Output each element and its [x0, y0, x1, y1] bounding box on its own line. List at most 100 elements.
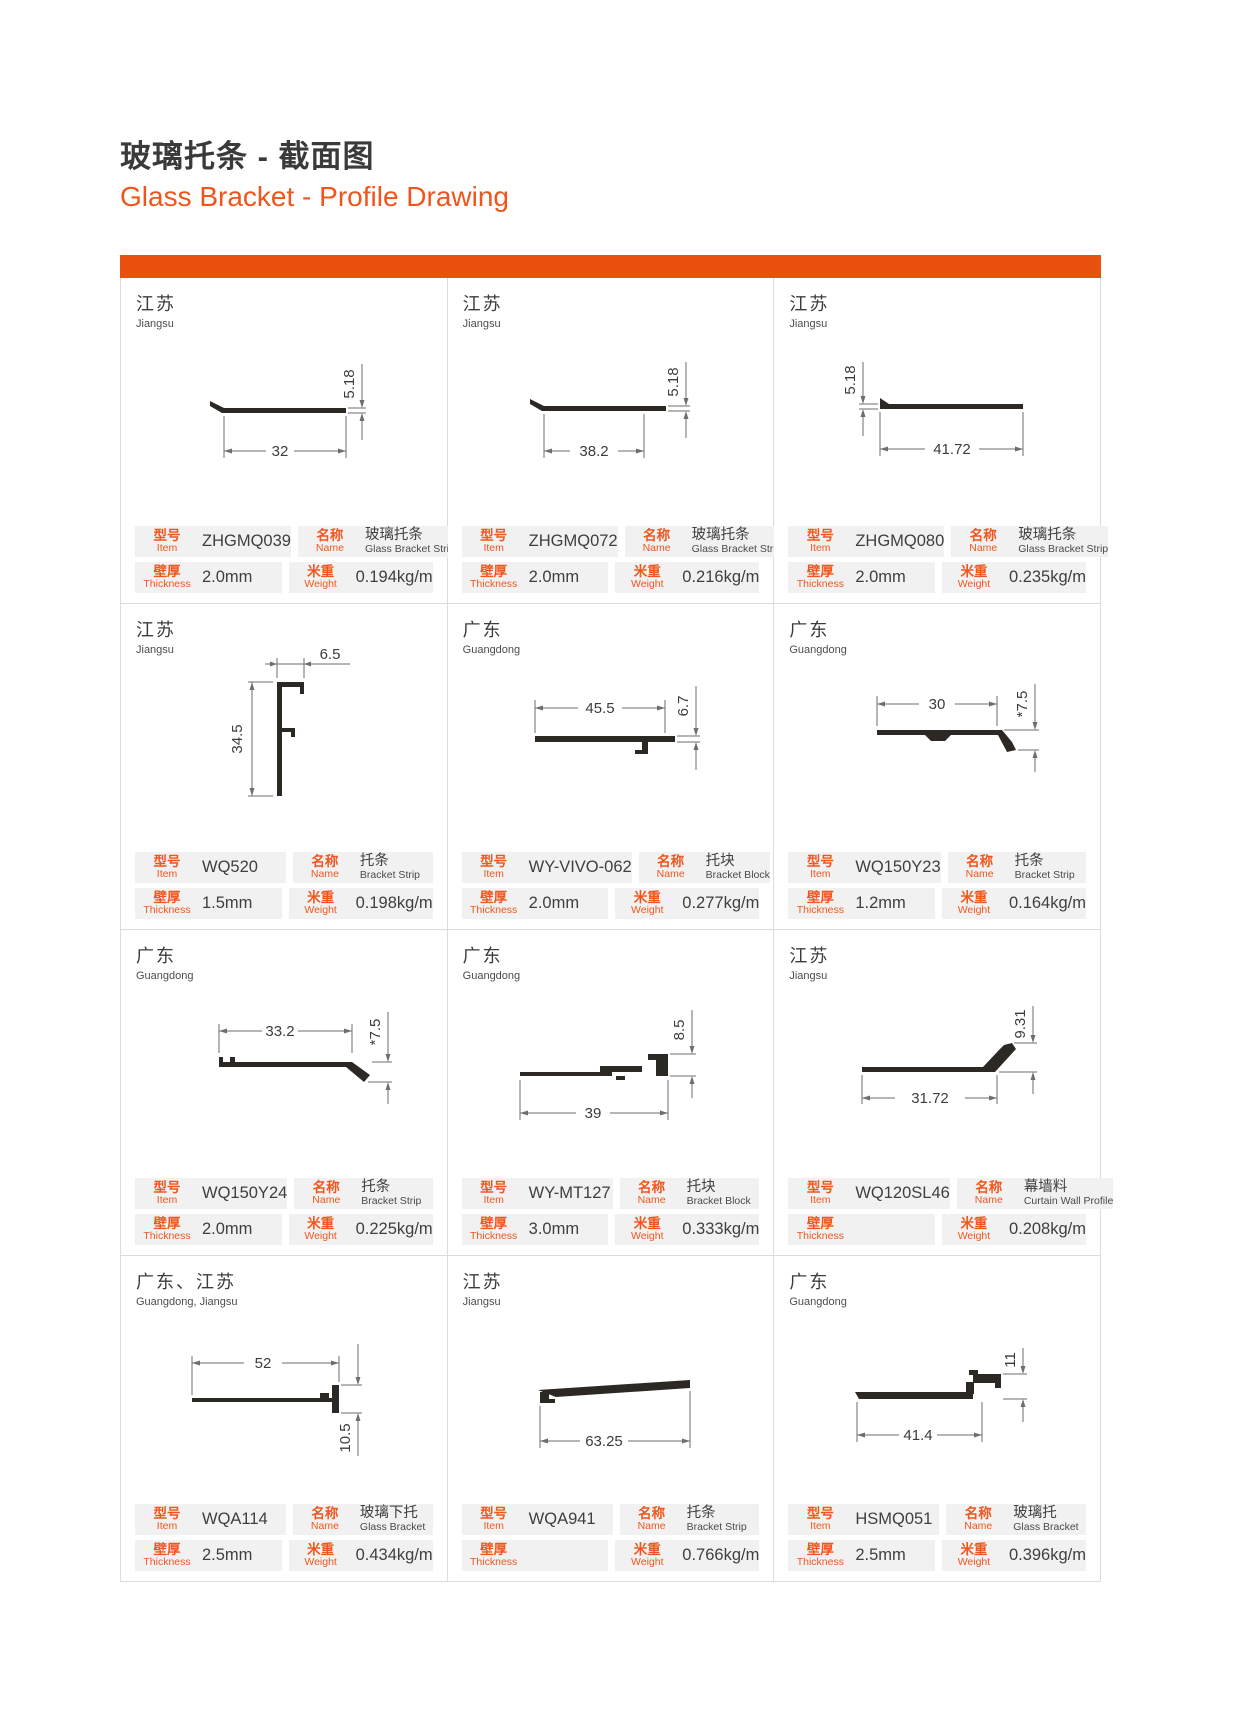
profile-drawing: 9.31 31.72: [861, 1006, 1038, 1107]
region-name-zh: 江苏: [462, 294, 503, 314]
profile-shape: [191, 1385, 339, 1413]
profile-shape: [880, 398, 1024, 409]
profile-drawing: 52 10.5: [191, 1344, 362, 1456]
region-name-zh: 广东: [462, 946, 503, 966]
weight-label-en: Weight: [304, 1230, 337, 1243]
region-label: 广东 Guangdong: [136, 942, 194, 982]
profile-drawing: 41.4 11: [855, 1348, 1028, 1444]
name-label-en: Name: [656, 868, 685, 881]
region-label: 江苏 Jiangsu: [136, 616, 176, 656]
dimension-label: 41.4: [904, 1427, 933, 1444]
name-label-en: Name: [315, 542, 344, 555]
weight-value: 0.198kg/m: [355, 894, 433, 912]
profile-cell-zhgmq039: 江苏 Jiangsu 32 5.18 型号 Item ZHGMQ039 名称 Name…: [121, 278, 455, 604]
region-name-zh: 江苏: [462, 1272, 503, 1292]
region-name-en: Jiangsu: [789, 970, 828, 982]
weight-label-zh: 米重: [633, 1541, 661, 1557]
name-value-zh: 玻璃托: [1013, 1504, 1057, 1521]
name-value-zh: 玻璃托条: [1018, 526, 1077, 543]
weight-label-zh: 米重: [633, 889, 661, 905]
item-value: ZHGMQ080: [855, 532, 945, 550]
item-label-en: Item: [483, 1194, 504, 1207]
region-name-en: Guangdong: [789, 1296, 847, 1308]
thickness-label-zh: 壁厚: [480, 563, 508, 579]
dimension-label: 9.31: [1012, 1009, 1029, 1038]
name-label-zh: 名称: [657, 853, 685, 869]
weight-value: 0.766kg/m: [682, 1546, 760, 1564]
weight-label-zh: 米重: [960, 1215, 988, 1231]
dimension-label: 11: [1002, 1352, 1019, 1368]
item-value: ZHGMQ072: [528, 532, 618, 550]
weight-label-en: Weight: [957, 578, 991, 591]
profile-cell-wq150y24: 广东 Guangdong 33.2 *7.5 型号 Item WQ150Y24 名称…: [121, 930, 448, 1256]
thickness-label-en: Thickness: [143, 1230, 191, 1243]
profile-drawing: 63.25: [538, 1380, 691, 1450]
spec-table: 型号 Item WY-VIVO-062 名称 Name 托块 Bracket Block …: [461, 852, 770, 919]
dimension-label: 5.18: [842, 365, 859, 394]
region-label: 江苏 Jiangsu: [463, 1268, 503, 1308]
weight-label-zh: 米重: [960, 1541, 988, 1557]
weight-value: 0.333kg/m: [682, 1220, 760, 1238]
spec-table: 型号 Item ZHGMQ080 名称 Name 玻璃托条 Glass Bracket S…: [788, 526, 1109, 593]
name-value-zh: 托条: [359, 852, 389, 869]
accent-bar: [120, 255, 1101, 278]
weight-label-zh: 米重: [307, 889, 335, 905]
item-label-zh: 型号: [480, 1505, 508, 1521]
weight-value: 0.225kg/m: [355, 1220, 433, 1238]
name-label-en: Name: [310, 868, 339, 881]
weight-label-en: Weight: [631, 904, 664, 917]
thickness-label-en: Thickness: [143, 578, 191, 591]
name-value-zh: 托条: [361, 1178, 391, 1195]
thickness-label-zh: 壁厚: [153, 563, 181, 579]
name-value-en: Glass Bracket Strip: [691, 542, 782, 555]
name-value-en: Glass Bracket Strip: [364, 542, 455, 555]
name-label-zh: 名称: [312, 1179, 340, 1195]
dimension-label: 32: [271, 443, 288, 460]
weight-label-en: Weight: [631, 1556, 664, 1569]
item-value: WQ520: [202, 858, 258, 876]
thickness-label-en: Thickness: [143, 1556, 191, 1569]
profile-cell-wq120sl46: 江苏 Jiangsu 9.31 31.72 型号 Item WQ120SL46 名称…: [774, 930, 1114, 1256]
weight-value: 0.164kg/m: [1008, 894, 1086, 912]
item-label-en: Item: [810, 868, 831, 881]
name-value-en: Bracket Block: [686, 1194, 751, 1207]
name-value-en: Glass Bracket: [1013, 1520, 1079, 1533]
name-label-zh: 名称: [638, 1179, 666, 1195]
weight-label-en: Weight: [304, 1556, 337, 1569]
thickness-label-en: Thickness: [796, 1230, 844, 1243]
profile-drawing: 6.5 34.5: [229, 646, 350, 797]
spec-table: 型号 Item WQ520 名称 Name 托条 Bracket Strip 壁厚 Thic…: [135, 852, 433, 919]
item-label-en: Item: [810, 1520, 831, 1533]
profile-cell-wy-mt127: 广东 Guangdong 8.5 39 型号 Item WY-MT127 名称 Nam…: [447, 930, 775, 1256]
name-label-zh: 名称: [311, 1505, 339, 1521]
thickness-value: 2.0mm: [855, 568, 906, 586]
dimension-label: 39: [585, 1105, 602, 1122]
region-label: 广东 Guangdong: [789, 616, 847, 656]
dimension-label: 6.7: [675, 696, 692, 717]
thickness-label-en: Thickness: [796, 578, 844, 591]
region-label: 江苏 Jiangsu: [136, 290, 176, 330]
region-name-en: Jiangsu: [462, 318, 501, 330]
thickness-label-zh: 壁厚: [153, 889, 181, 905]
name-value-en: Glass Bracket: [359, 1520, 426, 1533]
profile-shape: [877, 730, 1017, 752]
region-name-en: Jiangsu: [462, 1296, 501, 1308]
dimension-label: 45.5: [586, 700, 615, 717]
dimension-label: *7.5: [1014, 691, 1031, 718]
region-label: 广东、江苏 Guangdong, Jiangsu: [136, 1268, 238, 1308]
weight-label-zh: 米重: [307, 1541, 335, 1557]
item-label-zh: 型号: [806, 1505, 834, 1521]
weight-label-zh: 米重: [960, 563, 988, 579]
spec-table: 型号 Item ZHGMQ039 名称 Name 玻璃托条 Glass Bracket S…: [135, 526, 455, 593]
weight-label-zh: 米重: [307, 1215, 335, 1231]
name-label-zh: 名称: [975, 1179, 1003, 1195]
name-value-zh: 玻璃下托: [359, 1504, 418, 1521]
profile-cell-wy-vivo-062: 广东 Guangdong 45.5 6.7 型号 Item WY-VIVO-062 …: [447, 604, 775, 930]
weight-label-zh: 米重: [633, 563, 661, 579]
region-label: 广东 Guangdong: [789, 1268, 847, 1308]
weight-label-en: Weight: [957, 1230, 991, 1243]
profile-cell-wq520: 江苏 Jiangsu 6.5 34.5 型号 Item WQ520 名称 Name 托条…: [121, 604, 448, 930]
weight-label-en: Weight: [631, 578, 664, 591]
profile-shape: [520, 1054, 669, 1080]
